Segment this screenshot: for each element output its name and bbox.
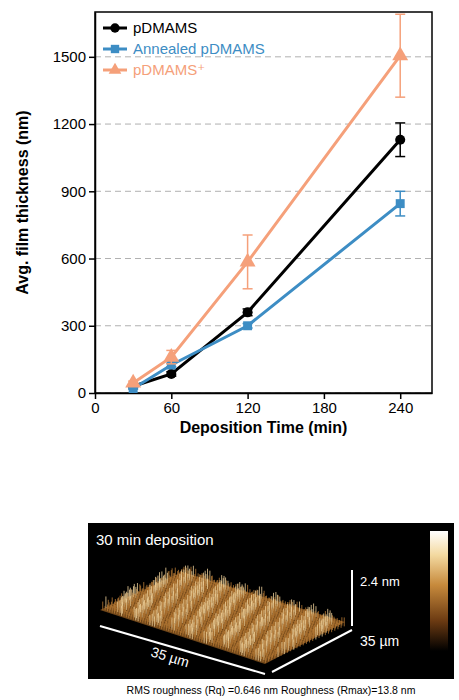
- marker: [163, 348, 179, 362]
- y-tick-mark: [89, 326, 95, 328]
- marker: [392, 47, 408, 61]
- y-tick-mark: [89, 191, 95, 193]
- legend-marker: [109, 63, 122, 74]
- color-bar: [430, 531, 448, 651]
- y-tick-label: 1500: [53, 48, 86, 65]
- series-line: [133, 56, 400, 383]
- legend-item: pDMAMS: [103, 19, 197, 36]
- y-tick-mark: [89, 124, 95, 126]
- error-bar-cap: [243, 288, 253, 290]
- afm-y-label: 35 µm: [360, 633, 399, 649]
- series-line: [133, 204, 400, 389]
- afm-x-label: 35 µm: [149, 644, 191, 671]
- plot-frame: [95, 12, 432, 393]
- error-bar: [395, 191, 405, 216]
- marker: [240, 253, 256, 267]
- grid-line: [95, 258, 432, 259]
- x-tick-label: 240: [388, 399, 413, 416]
- error-bar-cap: [395, 191, 405, 193]
- afm-texture: [103, 565, 344, 662]
- y-tick-mark: [89, 393, 95, 395]
- afm-image: 30 min deposition 2.4 nm 35 µm 35 µm: [88, 523, 454, 679]
- afm-z-label: 2.4 nm: [360, 574, 400, 589]
- x-axis: 0 60 120 180 240: [91, 393, 432, 416]
- error-bar-cap: [166, 363, 176, 365]
- grid-line: [95, 124, 432, 125]
- x-axis-title: Deposition Time (min): [180, 419, 348, 436]
- x-tick: 0: [91, 393, 99, 416]
- legend-label: pDMAMS⁺: [133, 61, 205, 78]
- y-tick: 1500: [53, 48, 95, 65]
- x-tick: 180: [312, 393, 337, 416]
- figure: 0 60 120 180 240 0 300 600 900 1200 1500 Deposition…: [0, 0, 459, 700]
- legend-marker: [111, 45, 119, 53]
- series: [128, 191, 405, 393]
- marker: [125, 374, 141, 388]
- y-tick-label: 1200: [53, 115, 86, 132]
- x-tick: 240: [388, 393, 413, 416]
- legend-label: Annealed pDMAMS: [133, 40, 265, 57]
- error-bar-cap: [395, 122, 405, 124]
- x-axis-line: [96, 393, 433, 395]
- marker: [395, 135, 405, 145]
- series-line: [133, 140, 400, 387]
- y-tick-label: 0: [78, 384, 86, 401]
- x-tick-label: 120: [236, 399, 261, 416]
- y-axis-line: [95, 13, 97, 394]
- marker: [243, 321, 252, 330]
- error-bar-cap: [395, 215, 405, 217]
- x-tick: 120: [236, 393, 261, 416]
- error-bar-cap: [395, 13, 405, 15]
- legend-item: pDMAMS⁺: [103, 61, 205, 78]
- x-tick: 60: [163, 393, 180, 416]
- legend: pDMAMS Annealed pDMAMS pDMAMS⁺: [103, 19, 265, 78]
- error-bar-cap: [395, 96, 405, 98]
- series: [125, 14, 408, 387]
- afm-background: [88, 523, 454, 679]
- grid: [95, 57, 432, 393]
- y-tick: 600: [61, 250, 95, 267]
- grid-line: [95, 191, 432, 192]
- error-bar-cap: [395, 156, 405, 158]
- y-tick-label: 900: [61, 183, 86, 200]
- marker: [396, 199, 405, 208]
- series: [128, 123, 405, 391]
- afm-axis: [351, 570, 353, 626]
- error-bar: [395, 123, 405, 157]
- afm-caption: RMS roughness (Rq) =0.646 nm Roughness (…: [127, 684, 416, 696]
- x-tick-label: 60: [163, 399, 180, 416]
- y-tick-label: 600: [61, 250, 86, 267]
- afm-title: 30 min deposition: [96, 531, 214, 548]
- grid-line: [95, 325, 432, 326]
- y-axis: 0 300 600 900 1200 1500: [53, 13, 96, 402]
- y-tick: 900: [61, 183, 95, 200]
- error-bar-cap: [243, 234, 253, 236]
- y-tick: 0: [78, 384, 95, 401]
- y-tick: 300: [61, 317, 95, 334]
- y-tick-mark: [89, 57, 95, 59]
- plot-marks: [125, 14, 408, 393]
- marker: [243, 307, 253, 317]
- marker: [166, 369, 176, 379]
- afm-axis: [272, 630, 352, 672]
- x-tick-label: 180: [312, 399, 337, 416]
- y-tick-label: 300: [61, 317, 86, 334]
- afm-axis: [100, 626, 265, 674]
- y-tick: 1200: [53, 115, 95, 132]
- x-tick-label: 0: [91, 399, 99, 416]
- legend-label: pDMAMS: [133, 19, 197, 36]
- legend-marker: [110, 23, 119, 32]
- legend-item: Annealed pDMAMS: [103, 40, 265, 57]
- afm-surface: [100, 572, 345, 664]
- y-axis-title: Avg. film thickness (nm): [14, 110, 31, 294]
- y-tick-mark: [89, 258, 95, 260]
